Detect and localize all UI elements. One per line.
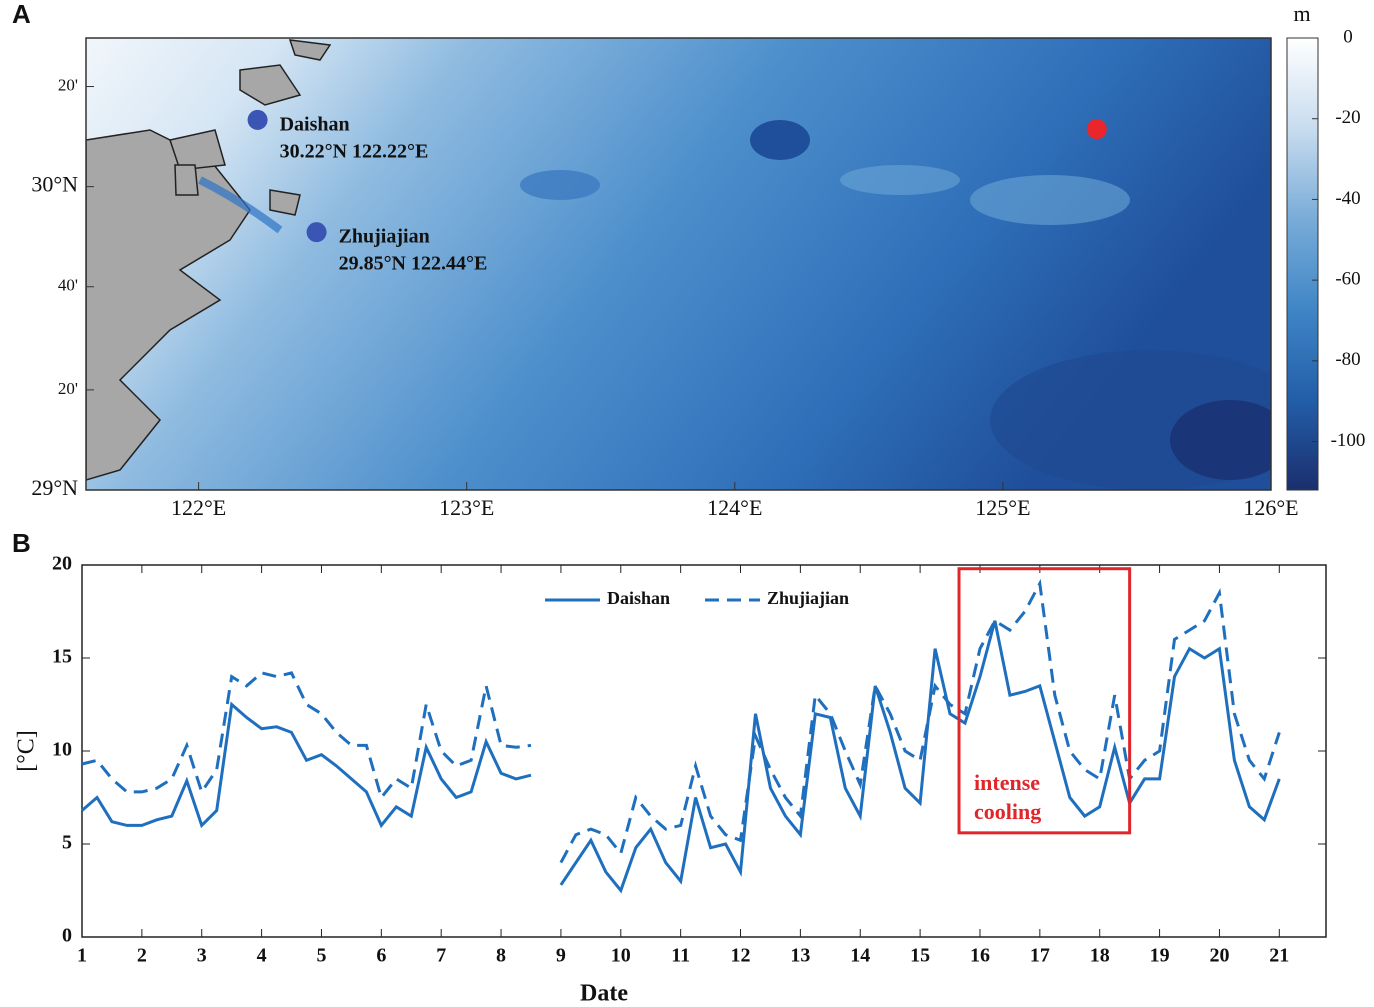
x-tick-label: 2 bbox=[137, 945, 147, 967]
x-tick-label: 9 bbox=[556, 945, 566, 967]
x-tick-label: 7 bbox=[436, 945, 446, 967]
y-tick-label: 20' bbox=[58, 75, 78, 94]
panel-label: A bbox=[12, 0, 31, 29]
y-tick-label: 29°N bbox=[31, 475, 78, 500]
y-tick-label: 15 bbox=[52, 646, 72, 668]
annotation-text: cooling bbox=[974, 799, 1041, 824]
station-name: Daishan bbox=[280, 113, 350, 135]
y-tick-label: 5 bbox=[62, 832, 72, 854]
x-tick-label: 14 bbox=[850, 945, 870, 967]
x-tick-label: 126°E bbox=[1243, 495, 1298, 520]
plot-frame bbox=[81, 564, 1327, 938]
colorbar-tick-label: -40 bbox=[1335, 188, 1360, 209]
colorbar-tick-label: -20 bbox=[1335, 107, 1360, 128]
x-tick-label: 125°E bbox=[975, 495, 1030, 520]
x-tick-label: 124°E bbox=[707, 495, 762, 520]
x-tick-label: 8 bbox=[496, 945, 506, 967]
station-coords: 29.85°N 122.44°E bbox=[339, 253, 488, 275]
x-tick-label: 20 bbox=[1209, 945, 1229, 967]
colorbar bbox=[1286, 37, 1319, 491]
x-tick-label: 6 bbox=[376, 945, 386, 967]
x-tick-label: 12 bbox=[731, 945, 751, 967]
x-tick-label: 16 bbox=[970, 945, 990, 967]
annotation-text: intense bbox=[974, 770, 1040, 795]
x-tick-label: 5 bbox=[316, 945, 326, 967]
series-line bbox=[81, 620, 1281, 894]
y-tick-label: 30°N bbox=[31, 172, 78, 197]
x-tick-label: 15 bbox=[910, 945, 930, 967]
colorbar-label: m bbox=[1293, 1, 1310, 26]
x-tick-label: 18 bbox=[1090, 945, 1110, 967]
station-name: Zhujiajian bbox=[339, 226, 430, 248]
colorbar-tick-label: -60 bbox=[1335, 269, 1360, 290]
y-tick-label: 20 bbox=[52, 553, 72, 575]
x-axis-label: Date bbox=[580, 981, 628, 1007]
legend-label: Daishan bbox=[607, 588, 670, 608]
legend-label: Zhujiajian bbox=[767, 588, 849, 608]
station-coords: 30.22°N 122.22°E bbox=[280, 140, 429, 162]
site-marker bbox=[1086, 119, 1107, 140]
y-tick-label: 10 bbox=[52, 739, 72, 761]
y-tick-label: 0 bbox=[62, 925, 72, 947]
panel-label: B bbox=[12, 528, 31, 558]
series-line bbox=[81, 578, 1281, 864]
x-tick-label: 3 bbox=[197, 945, 207, 967]
x-tick-label: 4 bbox=[257, 945, 267, 967]
annotation-box bbox=[957, 567, 1132, 835]
x-tick-label: 21 bbox=[1269, 945, 1289, 967]
x-tick-label: 122°E bbox=[171, 495, 226, 520]
station bbox=[306, 222, 327, 243]
map-frame bbox=[85, 37, 1272, 491]
x-tick-label: 1 bbox=[77, 945, 87, 967]
x-tick-label: 11 bbox=[671, 945, 690, 967]
y-axis-label: [°C] bbox=[14, 730, 40, 772]
x-tick-label: 19 bbox=[1150, 945, 1170, 967]
x-tick-label: 17 bbox=[1030, 945, 1050, 967]
colorbar-tick-label: -100 bbox=[1331, 430, 1366, 451]
x-tick-label: 13 bbox=[790, 945, 810, 967]
y-tick-label: 40' bbox=[58, 276, 78, 295]
y-tick-label: 20' bbox=[58, 379, 78, 398]
x-tick-label: 123°E bbox=[439, 495, 494, 520]
colorbar-tick-label: -80 bbox=[1335, 349, 1360, 370]
station bbox=[247, 109, 268, 130]
bathymetry bbox=[86, 38, 1271, 490]
colorbar-tick-label: 0 bbox=[1343, 26, 1353, 47]
x-tick-label: 10 bbox=[611, 945, 631, 967]
